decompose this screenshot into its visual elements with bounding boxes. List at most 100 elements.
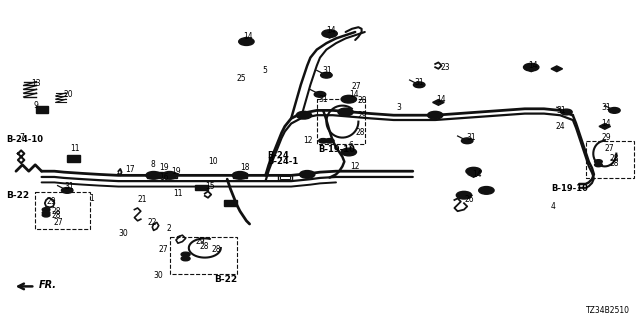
Text: B-19-10: B-19-10 — [318, 145, 355, 154]
Text: 19: 19 — [172, 167, 181, 176]
Circle shape — [232, 172, 248, 179]
Text: 31: 31 — [414, 78, 424, 87]
Text: 14: 14 — [243, 32, 253, 41]
Polygon shape — [468, 172, 479, 177]
Circle shape — [239, 38, 254, 45]
Circle shape — [61, 188, 73, 193]
Bar — [150, 172, 163, 177]
Text: 4: 4 — [550, 202, 556, 211]
Text: 1: 1 — [90, 194, 94, 203]
Text: 7: 7 — [19, 133, 24, 142]
Text: 10: 10 — [208, 157, 218, 166]
Circle shape — [413, 82, 425, 88]
Text: B-24: B-24 — [267, 151, 289, 160]
Circle shape — [338, 108, 353, 116]
Circle shape — [595, 160, 602, 164]
Text: B-22: B-22 — [6, 191, 29, 200]
Bar — [233, 173, 247, 178]
Text: 19: 19 — [159, 164, 168, 172]
Bar — [148, 174, 159, 177]
Bar — [586, 141, 634, 178]
Bar — [35, 192, 90, 229]
Text: 11: 11 — [173, 189, 182, 198]
Text: 30: 30 — [154, 271, 163, 280]
Text: TZ34B2510: TZ34B2510 — [586, 306, 630, 315]
Text: 14: 14 — [326, 26, 336, 35]
Text: 12: 12 — [303, 136, 312, 145]
Bar — [163, 173, 177, 178]
Text: 3: 3 — [397, 103, 402, 112]
Text: 28: 28 — [357, 96, 367, 105]
Text: 28: 28 — [211, 245, 221, 254]
Circle shape — [561, 109, 572, 115]
Circle shape — [321, 72, 332, 78]
Bar — [235, 174, 245, 177]
Bar — [280, 176, 290, 179]
Text: 2: 2 — [166, 224, 171, 233]
Bar — [67, 155, 80, 162]
Text: 30: 30 — [118, 229, 128, 238]
Polygon shape — [525, 66, 537, 72]
Text: 24: 24 — [556, 122, 565, 131]
Text: 26: 26 — [465, 196, 474, 204]
Circle shape — [341, 95, 356, 103]
Polygon shape — [241, 37, 252, 43]
Text: 28: 28 — [355, 128, 365, 137]
Text: 23: 23 — [440, 63, 450, 72]
Circle shape — [314, 92, 326, 97]
Circle shape — [181, 252, 190, 257]
Polygon shape — [551, 66, 563, 72]
Text: 6: 6 — [349, 141, 354, 150]
Text: B-24-10: B-24-10 — [6, 135, 44, 144]
Text: 14: 14 — [436, 95, 446, 104]
Circle shape — [609, 108, 620, 113]
Circle shape — [428, 111, 443, 119]
Circle shape — [42, 211, 50, 215]
Text: 8: 8 — [150, 160, 155, 169]
Bar — [36, 106, 48, 113]
Circle shape — [595, 163, 602, 167]
Text: 28: 28 — [51, 212, 61, 220]
Circle shape — [341, 148, 356, 156]
Text: B-24-1: B-24-1 — [267, 157, 298, 166]
Text: 28: 28 — [610, 159, 620, 168]
Circle shape — [466, 167, 481, 175]
Circle shape — [479, 187, 494, 194]
Circle shape — [524, 63, 539, 71]
Text: 31: 31 — [466, 133, 476, 142]
Text: 14: 14 — [349, 90, 358, 99]
Circle shape — [42, 213, 50, 217]
Text: 13: 13 — [31, 79, 40, 88]
Text: 29: 29 — [195, 237, 205, 246]
Text: B-22: B-22 — [214, 276, 237, 284]
Circle shape — [162, 172, 177, 179]
Polygon shape — [324, 32, 335, 38]
Text: 28: 28 — [51, 207, 61, 216]
Bar — [147, 173, 161, 178]
Text: 17: 17 — [125, 165, 134, 174]
Text: 5: 5 — [262, 66, 268, 75]
Text: 31: 31 — [557, 106, 566, 115]
Circle shape — [325, 139, 334, 143]
Text: 27: 27 — [159, 245, 168, 254]
Text: 29: 29 — [602, 133, 611, 142]
Bar — [195, 185, 208, 190]
Circle shape — [181, 256, 190, 261]
Text: 29: 29 — [357, 111, 367, 120]
Text: 16: 16 — [159, 173, 168, 182]
Polygon shape — [343, 96, 355, 102]
Text: 27: 27 — [605, 144, 614, 153]
Text: 12: 12 — [350, 162, 360, 171]
Text: 21: 21 — [138, 196, 147, 204]
Polygon shape — [599, 124, 611, 129]
Circle shape — [456, 191, 472, 199]
Text: 22: 22 — [147, 218, 157, 227]
Text: B-19-10: B-19-10 — [552, 184, 589, 193]
Text: 14: 14 — [602, 119, 611, 128]
Text: 18: 18 — [240, 164, 250, 172]
Text: 31: 31 — [323, 66, 332, 75]
Text: 9: 9 — [33, 101, 38, 110]
Circle shape — [461, 138, 473, 144]
Text: 11: 11 — [70, 144, 80, 153]
Polygon shape — [433, 100, 444, 105]
